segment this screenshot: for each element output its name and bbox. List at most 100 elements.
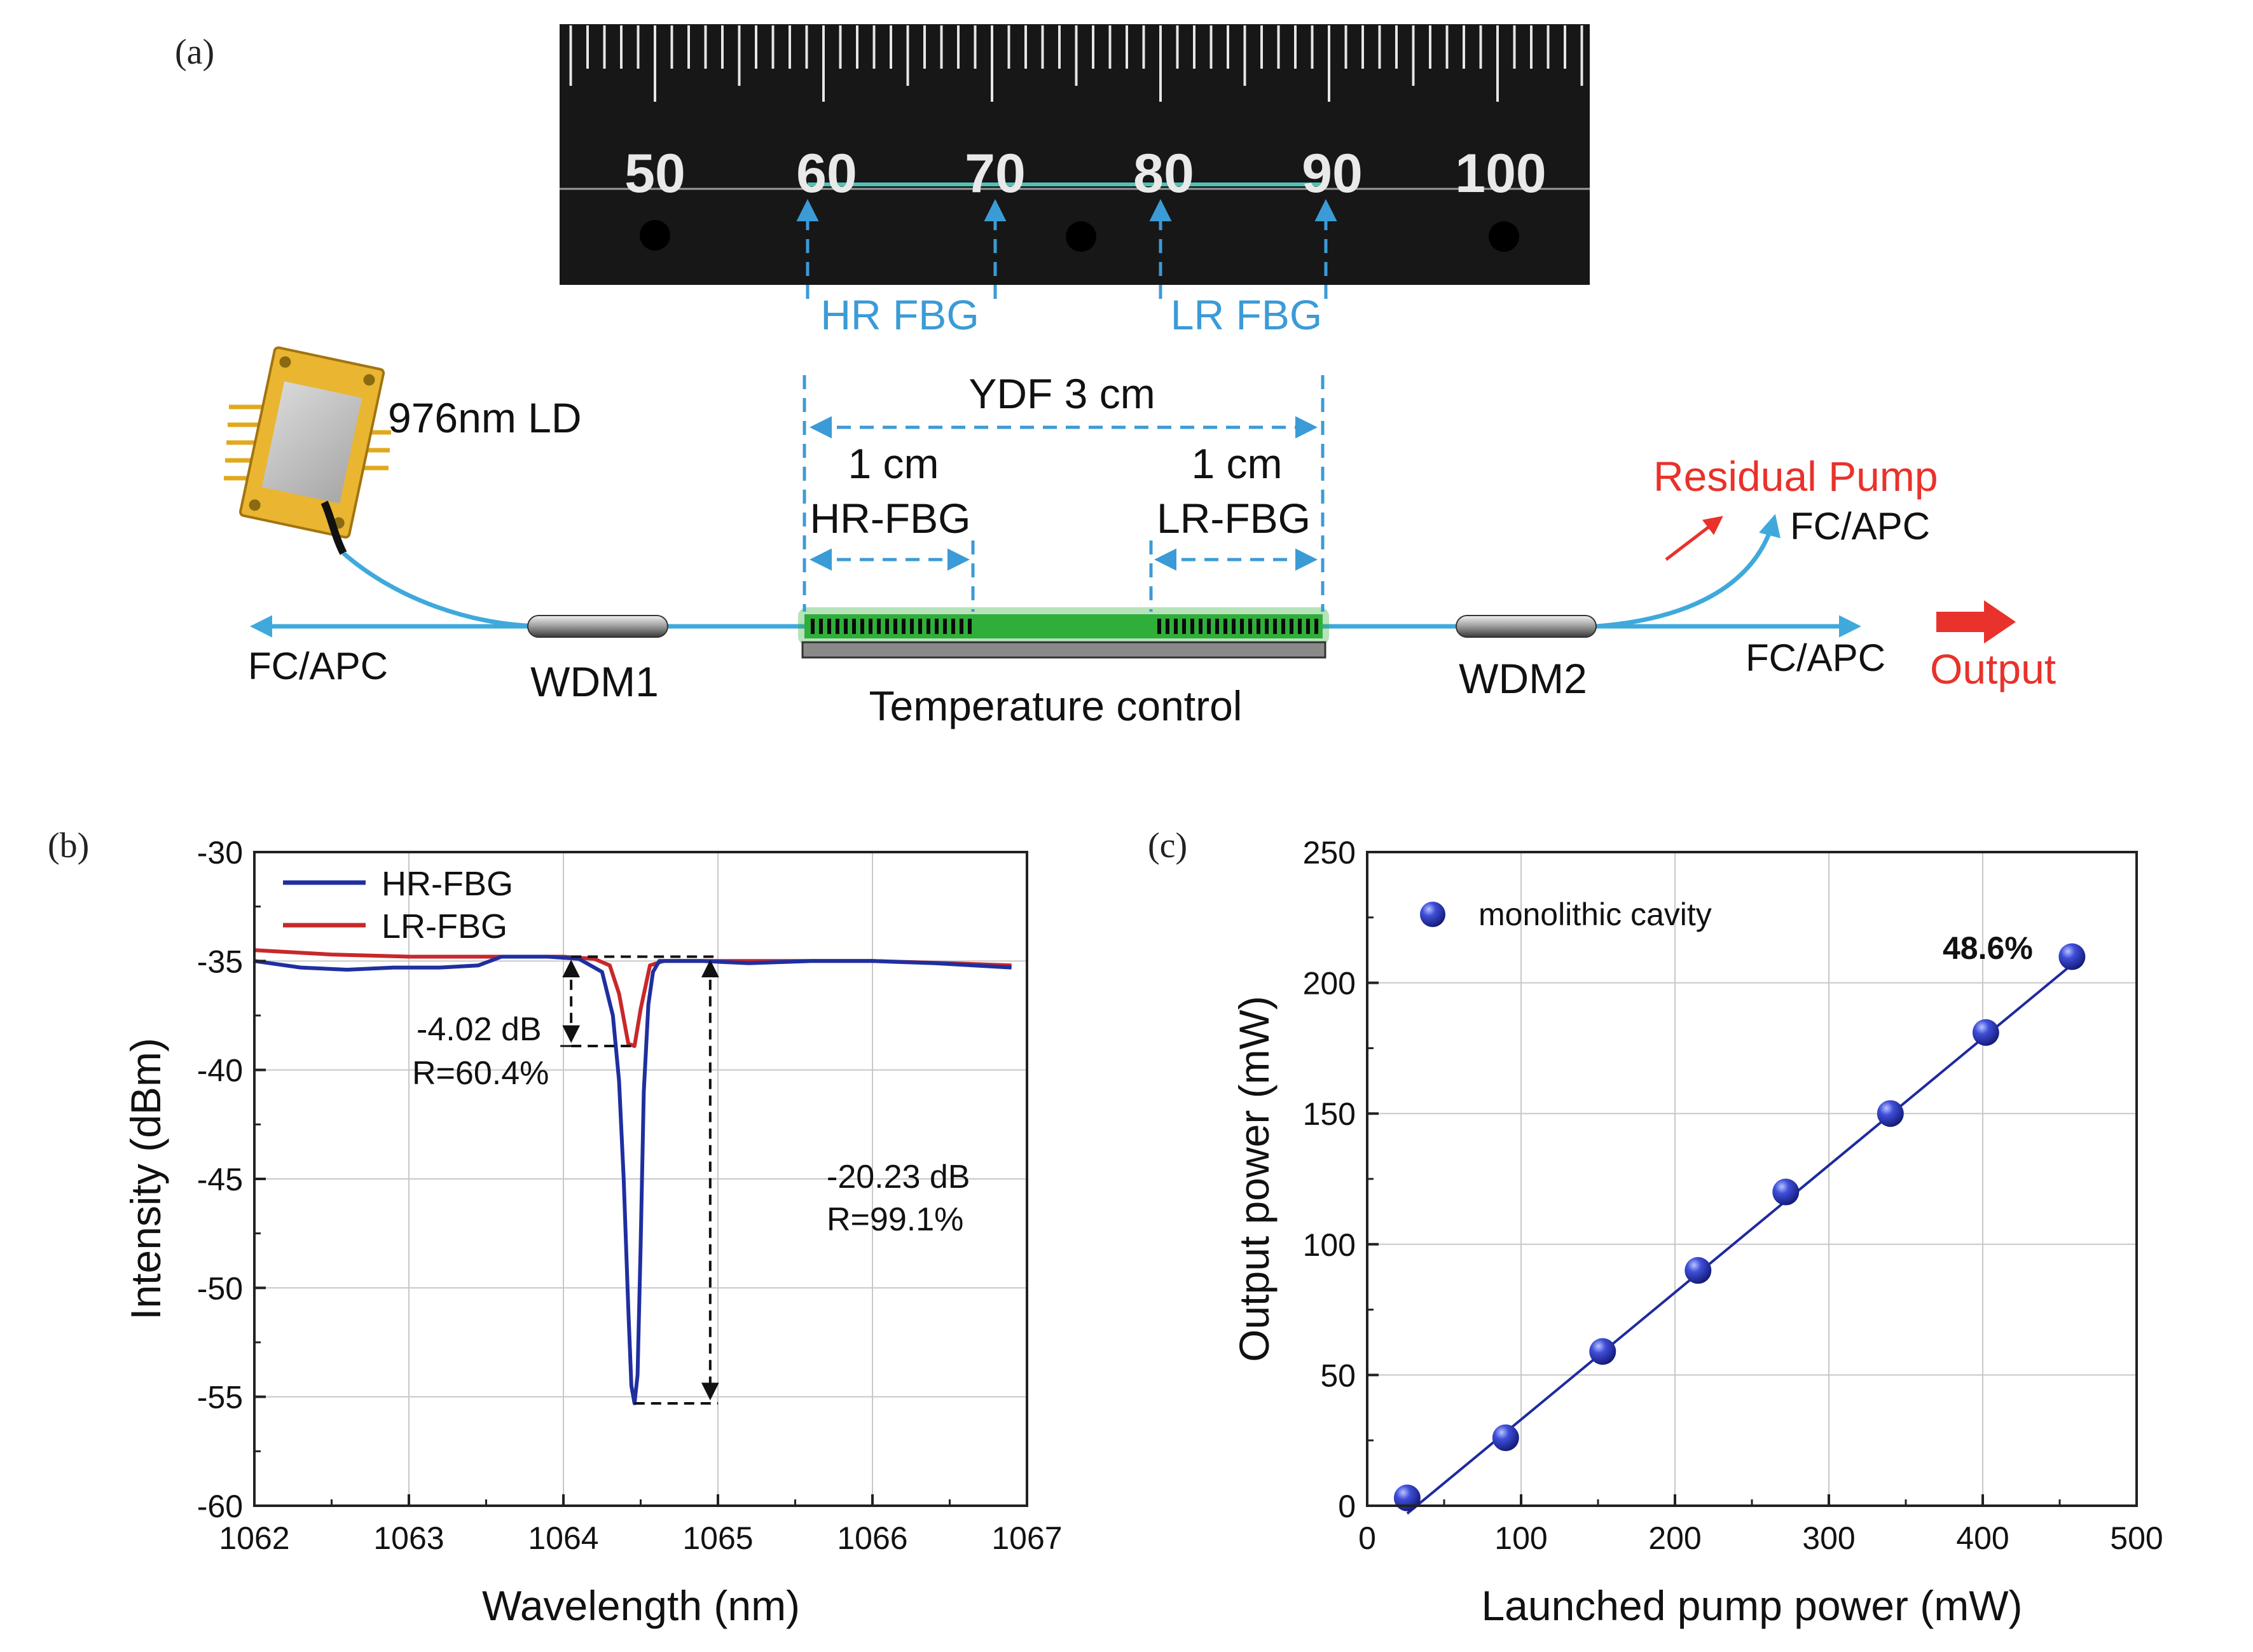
fbg-grating-line <box>910 619 914 634</box>
ruler-number-50: 50 <box>624 143 686 204</box>
fc-apc-left: FC/APC <box>248 645 388 687</box>
output-arrow <box>1936 600 2016 644</box>
b-annotation-hr-db: -20.23 dB <box>827 1159 970 1195</box>
b-legend-hr: HR-FBG <box>382 865 513 903</box>
c-data-point <box>2058 943 2086 970</box>
fbg-grating-line <box>819 619 823 634</box>
ruler-hole <box>1489 221 1519 252</box>
fbg-grating-line <box>1281 619 1285 634</box>
fbg-grating-line <box>1290 619 1293 634</box>
b-y-tick-label: -50 <box>197 1270 243 1306</box>
panel-a: (a) 50 60 70 80 90 100 <box>175 24 2056 729</box>
fbg-grating-line <box>1314 619 1318 634</box>
b-x-tick-label: 1065 <box>682 1520 753 1556</box>
ruler-number-70: 70 <box>965 143 1026 204</box>
residual-pump-fiber <box>1595 514 1781 629</box>
c-data-point <box>1589 1338 1616 1365</box>
fbg-grating-line <box>852 619 856 634</box>
b-y-tick-label: -40 <box>197 1053 243 1089</box>
c-y-axis-title: Output power (mW) <box>1230 996 1278 1362</box>
fbg-grating-line <box>927 619 930 634</box>
b-x-tick-label: 1067 <box>991 1520 1062 1556</box>
fbg-grating-line <box>951 619 955 634</box>
c-fit-line <box>1406 963 2073 1515</box>
pump-fiber <box>341 551 548 629</box>
c-x-tick-label: 0 <box>1358 1520 1376 1556</box>
b-x-axis-title: Wavelength (nm) <box>482 1582 800 1629</box>
b-x-tick-label: 1062 <box>219 1520 289 1556</box>
lr-length-label: 1 cm <box>1191 440 1282 487</box>
b-annotations <box>560 955 719 1405</box>
c-y-tick-label: 200 <box>1303 966 1356 1002</box>
c-legend-label: monolithic cavity <box>1478 897 1712 932</box>
b-legend-lr: LR-FBG <box>382 907 507 946</box>
hr-fbg-photo-label: HR FBG <box>820 291 979 338</box>
laser-pigtail <box>320 500 347 555</box>
fbg-grating-line <box>1298 619 1302 634</box>
residual-pump-arrow <box>1665 516 1723 561</box>
c-data-point <box>1772 1178 1800 1206</box>
lr-name-label: LR-FBG <box>1157 495 1311 542</box>
c-data-point <box>1492 1424 1519 1452</box>
b-annotation-lr-db: -4.02 dB <box>417 1011 542 1048</box>
temperature-control-label: Temperature control <box>869 682 1243 729</box>
fbg-grating-line <box>877 619 881 634</box>
fc-apc-right: FC/APC <box>1746 637 1885 679</box>
fbg-grating-line <box>1166 619 1169 634</box>
b-x-tick-label: 1064 <box>528 1520 598 1556</box>
c-y-tick-label: 250 <box>1303 835 1356 871</box>
c-y-tick-label: 150 <box>1303 1096 1356 1132</box>
c-x-tick-label: 400 <box>1956 1520 2009 1556</box>
c-grid <box>1367 852 2137 1506</box>
fbg-grating-line <box>1199 619 1202 634</box>
laser-screw <box>249 499 261 511</box>
residual-pump-label: Residual Pump <box>1653 453 1938 500</box>
ydf-label: YDF 3 cm <box>968 370 1155 417</box>
ruler-number-90: 90 <box>1302 143 1363 204</box>
lr-fbg-photo-label: LR FBG <box>1171 291 1322 338</box>
ruler-holes <box>640 220 1519 252</box>
hr-name-label: HR-FBG <box>810 495 971 542</box>
fbg-grating-line <box>1207 619 1211 634</box>
fbg-grating-line <box>1265 619 1269 634</box>
panel-a-label: (a) <box>175 32 214 72</box>
b-series-lr-fbg <box>254 948 1012 1048</box>
wdm2-label: WDM2 <box>1459 655 1587 702</box>
c-plot-area <box>1393 943 2086 1515</box>
fc-apc-top-right: FC/APC <box>1790 505 1930 547</box>
fbg-grating-line <box>885 619 889 634</box>
c-data-point <box>1685 1256 1712 1284</box>
c-slope-label: 48.6% <box>1943 930 2033 966</box>
b-x-tick-label: 1066 <box>837 1520 907 1556</box>
fbg-gratings <box>811 619 1318 634</box>
laser-screw <box>363 374 375 386</box>
b-annotation-hr-r: R=99.1% <box>827 1201 963 1238</box>
fbg-grating-line <box>836 619 839 634</box>
fbg-grating-line <box>811 619 815 634</box>
fbg-grating-line <box>1232 619 1236 634</box>
ruler-numbers: 50 60 70 80 90 100 <box>624 143 1547 204</box>
b-y-tick-label: -55 <box>197 1380 243 1415</box>
fbg-grating-line <box>1174 619 1178 634</box>
fbg-grating-line <box>1257 619 1260 634</box>
fbg-grating-line <box>893 619 897 634</box>
b-annotation-lr-r: R=60.4% <box>412 1055 549 1092</box>
c-legend-marker <box>1420 902 1445 927</box>
panel-b: (b) 1062 1063 1064 1065 1066 1067 -60 -55 -50 -45… <box>48 826 1063 1629</box>
fbg-grating-line <box>1215 619 1219 634</box>
fbg-grating-line <box>1223 619 1227 634</box>
fbg-grating-line <box>860 619 864 634</box>
c-ticks: 0 100 200 300 400 500 0 50 100 150 200 250 <box>1303 835 2163 1556</box>
c-data-point <box>1393 1484 1421 1511</box>
fbg-grating-line <box>1273 619 1277 634</box>
fbg-position-markers <box>796 199 1337 299</box>
fbg-grating-line <box>960 619 963 634</box>
laser-label: 976nm LD <box>388 394 582 441</box>
fbg-grating-line <box>1248 619 1252 634</box>
ruler-number-80: 80 <box>1133 143 1194 204</box>
wdm1-label: WDM1 <box>530 658 659 705</box>
ydf-annotation <box>803 375 1325 612</box>
c-legend: monolithic cavity <box>1420 897 1712 932</box>
ruler-number-60: 60 <box>796 143 857 204</box>
